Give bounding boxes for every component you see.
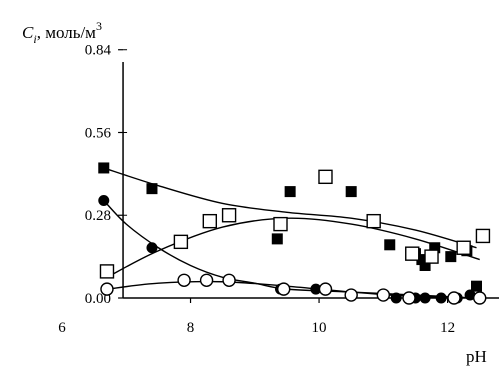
y-axis-title: Ci, моль/м3 xyxy=(22,19,102,46)
point-open-circle xyxy=(473,291,487,305)
x-tick-label: 10 xyxy=(312,320,327,336)
point-open-circle xyxy=(344,288,358,302)
point-filled-circle xyxy=(419,292,431,304)
point-open-square xyxy=(424,249,439,264)
point-open-square xyxy=(405,246,420,261)
point-open-circle xyxy=(222,273,236,287)
point-filled-square xyxy=(445,251,457,263)
axes: 0.000.280.560.846 8 10 12 xyxy=(58,43,499,336)
y-tick-label: 0.28 xyxy=(85,208,111,224)
point-open-square xyxy=(202,213,218,229)
point-filled-square xyxy=(146,183,158,195)
point-filled-square xyxy=(271,233,283,245)
data-markers xyxy=(98,162,491,305)
point-open-square xyxy=(318,169,333,185)
point-open-square xyxy=(456,240,471,255)
point-filled-square xyxy=(98,162,110,174)
point-open-circle xyxy=(376,288,391,302)
point-open-circle xyxy=(318,282,333,296)
point-open-square xyxy=(475,228,491,244)
point-filled-circle xyxy=(435,292,447,304)
x-tick-label: 8 xyxy=(187,320,195,336)
point-open-circle xyxy=(177,273,191,287)
point-filled-circle xyxy=(390,292,402,304)
point-open-square xyxy=(173,234,189,250)
point-filled-square xyxy=(345,186,357,198)
y-tick-label: 0.56 xyxy=(85,125,112,141)
point-open-square xyxy=(99,264,115,279)
point-filled-square xyxy=(284,186,296,198)
point-open-circle xyxy=(277,282,291,296)
point-filled-square xyxy=(471,280,483,292)
point-filled-circle xyxy=(98,194,110,206)
x-tick-label: 12 xyxy=(440,320,455,336)
x-axis-title: pH xyxy=(466,347,487,366)
point-open-circle xyxy=(447,291,461,305)
point-filled-square xyxy=(384,239,396,251)
point-open-square xyxy=(221,208,237,223)
point-filled-circle xyxy=(146,242,158,254)
point-open-square xyxy=(366,213,381,229)
trend-line-filled-square xyxy=(103,167,477,249)
y-tick-label: 0.84 xyxy=(85,43,112,59)
point-open-circle xyxy=(199,273,214,287)
x-tick-label: 6 xyxy=(58,320,66,336)
point-open-circle xyxy=(402,291,416,305)
point-open-circle xyxy=(100,282,114,296)
point-open-square xyxy=(273,216,288,232)
